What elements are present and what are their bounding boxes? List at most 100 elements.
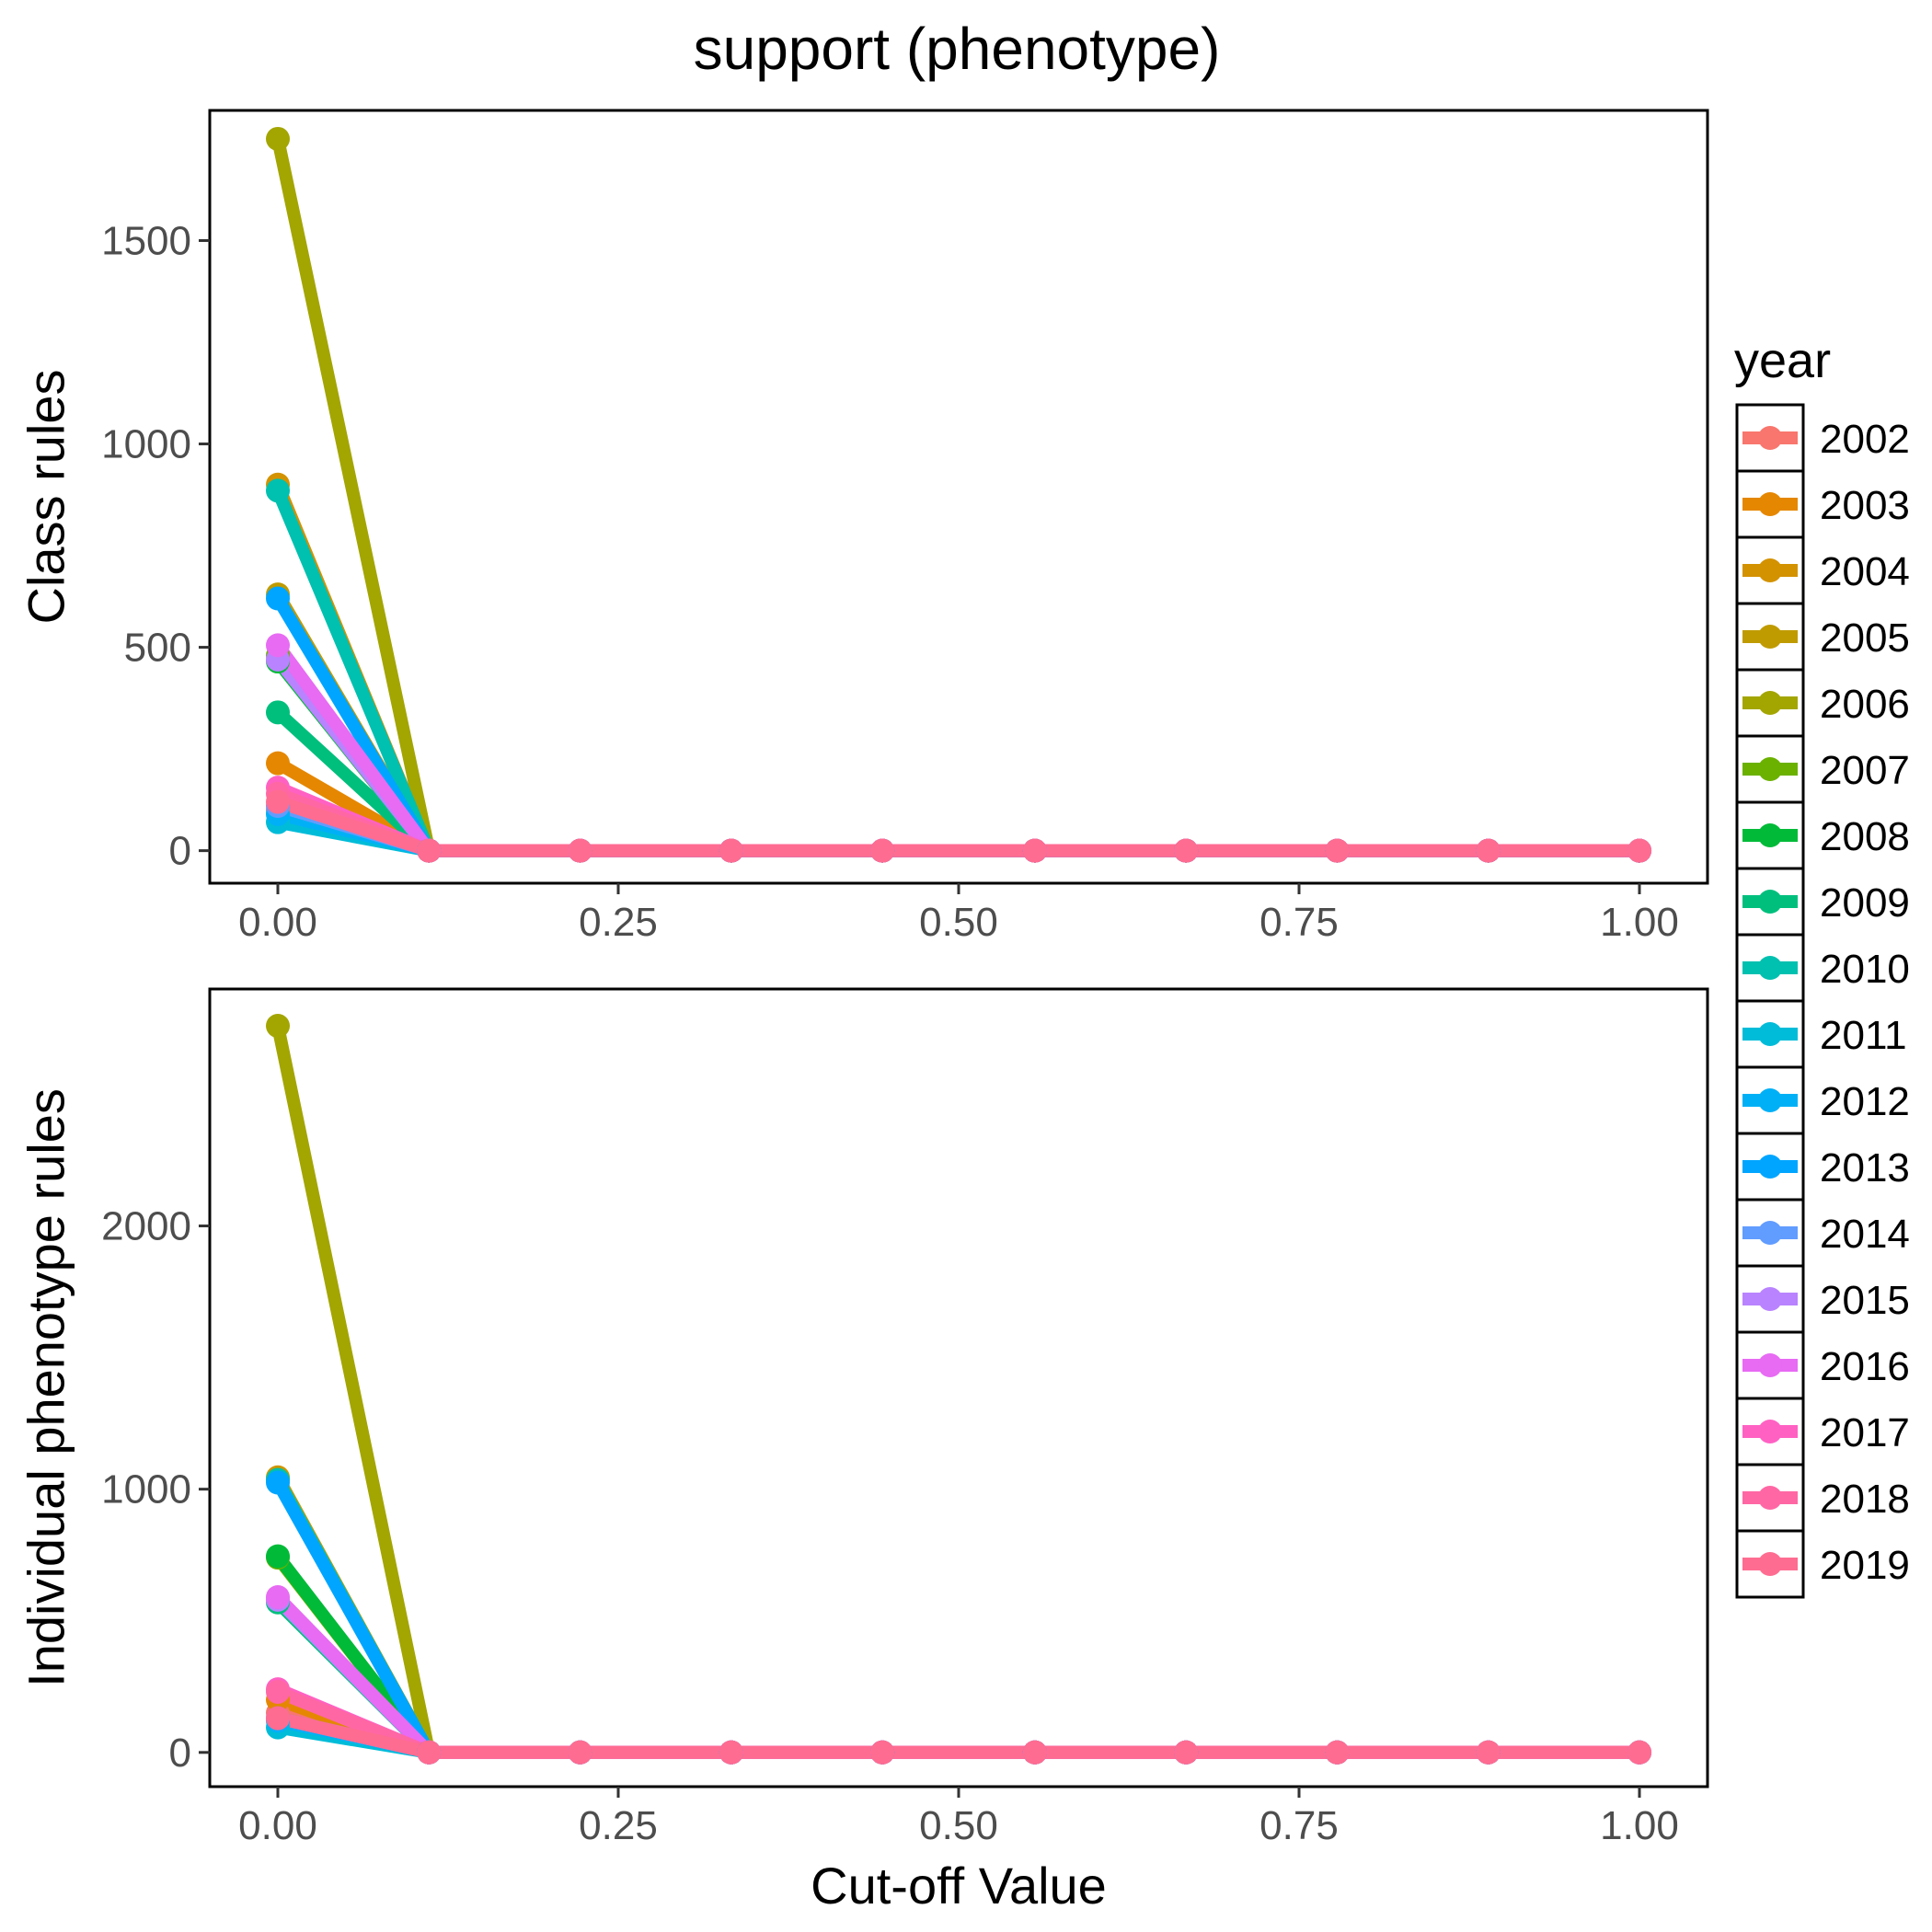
data-point-2019: [266, 1706, 290, 1731]
data-point-2009: [266, 700, 290, 725]
series-line-2004: [271, 1470, 1646, 1759]
x-tick-label: 0.25: [579, 1803, 658, 1848]
legend-key-point: [1758, 1486, 1782, 1510]
y-tick-label: 0: [169, 829, 191, 874]
legend-item-2015: 2015: [1735, 1264, 1910, 1334]
series-line-2018: [271, 787, 1646, 857]
x-tick-label: 0.75: [1259, 900, 1339, 945]
series-line-2003: [271, 1693, 1646, 1759]
legend-key-point: [1758, 1420, 1782, 1443]
x-tick-label: 1.00: [1600, 1803, 1679, 1848]
data-point-2006: [266, 126, 290, 151]
series-line-2003: [271, 756, 1646, 857]
legend-label: 2003: [1820, 483, 1910, 528]
y-tick-label: 1000: [101, 1467, 191, 1512]
data-point-2019: [1476, 838, 1501, 863]
data-point-2018: [266, 1679, 290, 1704]
series-line-2008: [271, 1549, 1646, 1759]
y-tick-label: 500: [124, 626, 191, 671]
legend-item-2008: 2008: [1735, 800, 1910, 870]
legend-title: year: [1734, 333, 1831, 388]
legend-key-point: [1758, 1287, 1782, 1311]
y-tick-label: 2000: [101, 1204, 191, 1249]
series-line-2017: [271, 781, 1646, 857]
series-line-2006: [271, 132, 1646, 857]
legend-label: 2006: [1820, 682, 1910, 727]
legend-key-point: [1758, 691, 1782, 715]
data-point-2019: [1174, 838, 1199, 863]
legend-label: 2013: [1820, 1145, 1910, 1190]
x-tick-label: 0.75: [1259, 1803, 1339, 1848]
legend-label: 2009: [1820, 880, 1910, 926]
series-group: [266, 126, 1651, 863]
data-point-2019: [1325, 1740, 1350, 1765]
legend-label: 2014: [1820, 1212, 1910, 1257]
series-line-2015: [271, 1593, 1646, 1759]
x-tick-label: 1.00: [1600, 900, 1679, 945]
series-line-2007: [271, 1551, 1646, 1759]
data-point-2013: [266, 586, 290, 611]
legend-key-point: [1758, 1353, 1782, 1377]
panel-2: 0.00 0.25 0.50 0.75 1.00 0 1000 2000 Individual …: [17, 987, 1709, 1915]
panel-border: [208, 109, 1709, 885]
series-line-2015: [271, 652, 1646, 857]
data-point-2019: [1325, 838, 1350, 863]
legend-label: 2016: [1820, 1344, 1910, 1389]
legend-key-point: [1758, 956, 1782, 980]
data-point-2019: [1476, 1740, 1501, 1765]
legend-item-2013: 2013: [1735, 1132, 1910, 1202]
series-line-2004: [271, 477, 1646, 857]
x-tick-label: 0.00: [238, 1803, 317, 1848]
series-line-2013: [271, 1476, 1646, 1759]
data-point-2019: [417, 1740, 442, 1765]
legend-key-point: [1758, 890, 1782, 914]
series-line-2008: [271, 655, 1646, 857]
legend-item-2017: 2017: [1735, 1397, 1910, 1466]
data-point-2008: [266, 1544, 290, 1569]
legend-key-point: [1758, 426, 1782, 450]
data-point-2019: [568, 838, 592, 863]
data-point-2019: [870, 1740, 895, 1765]
y-tick-label: 0: [169, 1731, 191, 1776]
legend-item-2003: 2003: [1735, 469, 1910, 539]
panel-1: 0.00 0.25 0.50 0.75 1.00 0 500 1000 1500 Class ru…: [17, 109, 1709, 945]
legend-item-2007: 2007: [1735, 734, 1910, 804]
x-tick-label: 0.00: [238, 900, 317, 945]
data-point-2019: [870, 838, 895, 863]
x-axis-label: Cut-off Value: [811, 1857, 1107, 1915]
series-group: [266, 1014, 1651, 1765]
series-line-2014: [271, 799, 1646, 857]
legend-label: 2015: [1820, 1278, 1910, 1323]
legend: year 2002 2003 2004 2005 2006 2007 2008 2009 201…: [1734, 333, 1910, 1599]
series-line-2013: [271, 592, 1646, 857]
data-point-2019: [1627, 1740, 1651, 1765]
legend-item-2019: 2019: [1735, 1529, 1910, 1599]
data-point-2019: [1627, 838, 1651, 863]
x-tick-label: 0.50: [919, 900, 998, 945]
legend-item-2012: 2012: [1735, 1065, 1910, 1135]
x-tick-label: 0.50: [919, 1803, 998, 1848]
series-line-2018: [271, 1685, 1646, 1759]
data-point-2003: [266, 751, 290, 776]
legend-key-point: [1758, 1155, 1782, 1179]
y-axis-label: Class rules: [17, 370, 75, 625]
series-line-2009: [271, 706, 1646, 857]
legend-key-point: [1758, 625, 1782, 649]
legend-label: 2012: [1820, 1079, 1910, 1124]
legend-key-point: [1758, 492, 1782, 516]
legend-item-2006: 2006: [1735, 668, 1910, 738]
legend-label: 2008: [1820, 814, 1910, 859]
legend-key-point: [1758, 1022, 1782, 1046]
legend-item-2009: 2009: [1735, 867, 1910, 937]
data-point-2019: [417, 838, 442, 863]
chart-title: support (phenotype): [694, 16, 1221, 82]
legend-item-2011: 2011: [1735, 999, 1907, 1069]
panels: 0.00 0.25 0.50 0.75 1.00 0 500 1000 1500 Class ru…: [17, 109, 1709, 1915]
legend-label: 2005: [1820, 615, 1910, 661]
legend-label: 2018: [1820, 1477, 1910, 1522]
data-point-2019: [1022, 838, 1047, 863]
legend-key-point: [1758, 558, 1782, 582]
data-point-2019: [1022, 1740, 1047, 1765]
legend-label: 2004: [1820, 549, 1910, 594]
